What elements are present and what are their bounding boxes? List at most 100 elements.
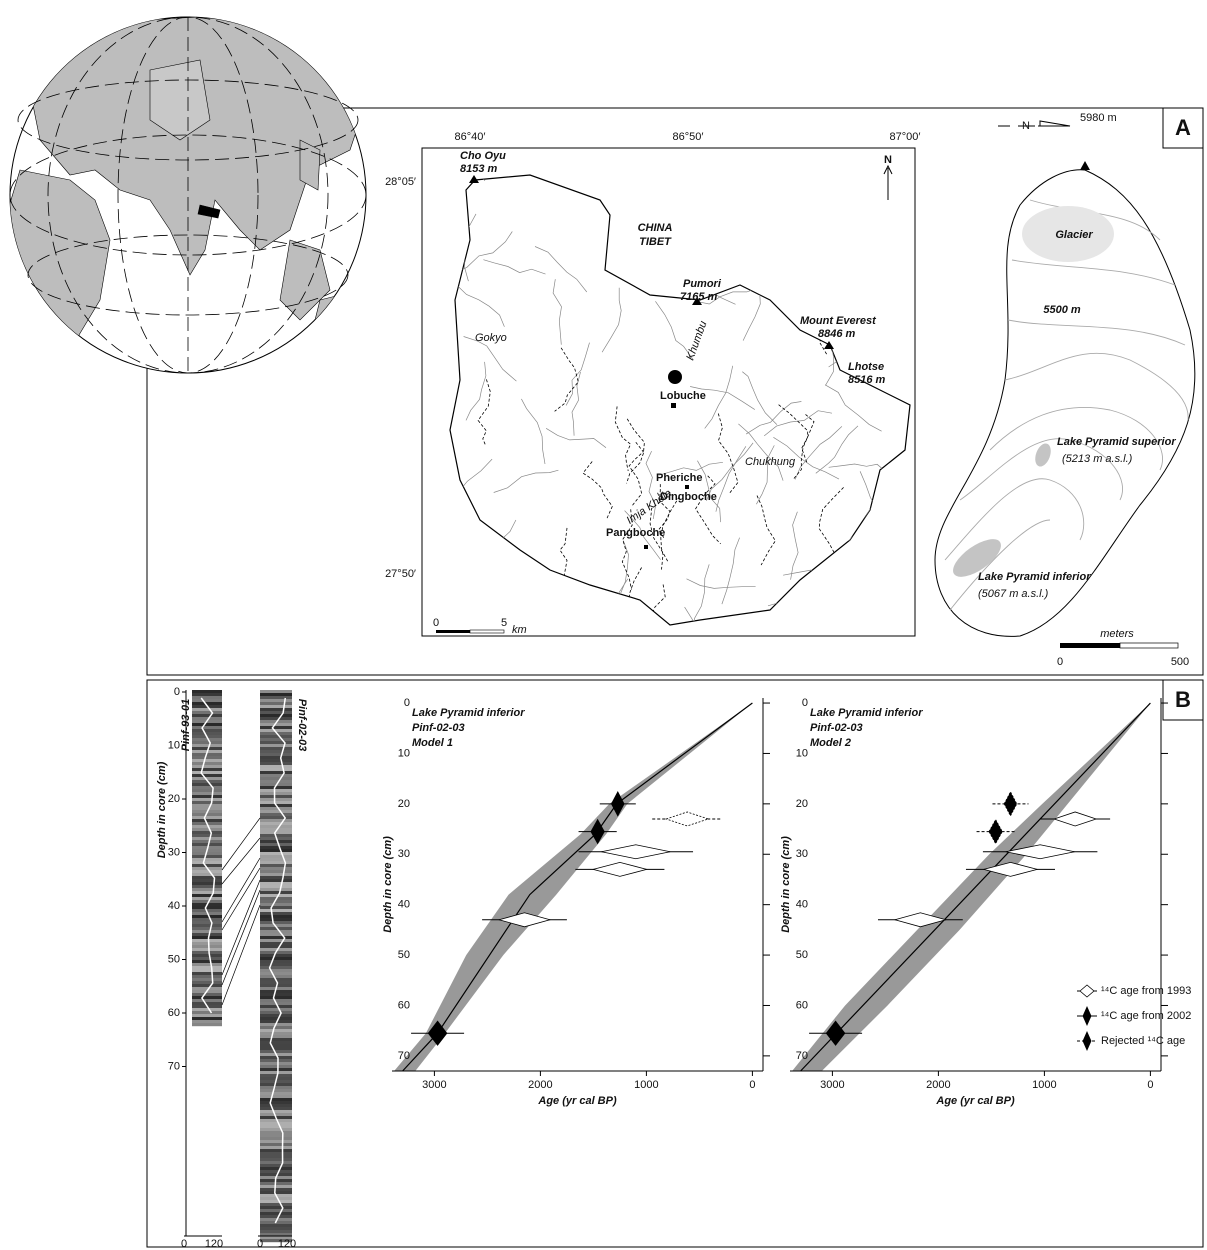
core-band (192, 756, 222, 759)
core-band (260, 1215, 292, 1218)
core-band (260, 702, 292, 705)
core-band (260, 1125, 292, 1128)
core-band (192, 831, 222, 834)
river (772, 257, 813, 297)
core-band (260, 1209, 292, 1212)
village (685, 485, 689, 489)
river (467, 520, 516, 569)
figure: A 86°40′ 86°50′ 87°00′ 28°05′ 27°50′ N (0, 0, 1207, 1250)
core-band (260, 1008, 292, 1011)
core-band (260, 1149, 292, 1152)
lon-label: 87°00′ (890, 131, 921, 143)
legend-symbol (1083, 1007, 1091, 1025)
legend-label: ¹⁴C age from 1993 (1101, 985, 1191, 997)
core-band (192, 936, 222, 939)
chart-title: Model 2 (810, 737, 851, 749)
core-correlation (222, 905, 260, 1005)
core-band (260, 888, 292, 891)
x-axis-title: Age (yr cal BP) (935, 1095, 1015, 1107)
scale-bar (436, 630, 470, 633)
core-band (192, 951, 222, 954)
core-band (192, 861, 222, 864)
core-band (260, 717, 292, 720)
core-band (260, 774, 292, 777)
glacier-outline (779, 405, 808, 463)
core-band (192, 870, 222, 873)
core-band (260, 906, 292, 909)
core-band (260, 705, 292, 708)
river (694, 564, 709, 632)
core-band (192, 963, 222, 966)
core-band (192, 885, 222, 888)
river (535, 247, 587, 293)
core-band (260, 1059, 292, 1062)
core-band (192, 786, 222, 789)
core-band (260, 711, 292, 714)
glacier-outline (560, 528, 571, 598)
contour-label: 5500 m (1043, 304, 1081, 316)
core-band (192, 918, 222, 921)
river (685, 607, 724, 670)
river (791, 512, 799, 580)
river (677, 234, 741, 249)
glacier-outline (583, 462, 612, 519)
core-band (260, 852, 292, 855)
core-band (260, 1089, 292, 1092)
river (466, 362, 486, 421)
minor-place: Chukhung (745, 456, 796, 468)
core-band (260, 912, 292, 915)
north-label: N (1022, 120, 1030, 132)
core-band (260, 1146, 292, 1149)
core-band (260, 1095, 292, 1098)
river (675, 161, 727, 181)
core-band (260, 738, 292, 741)
core-band (192, 966, 222, 969)
peak-height: 8846 m (818, 328, 856, 340)
core-band (192, 765, 222, 768)
x-tick-label: 3000 (422, 1079, 446, 1091)
chart-title: Model 1 (412, 737, 453, 749)
core-band (260, 957, 292, 960)
chart-title: Pinf-02-03 (810, 722, 863, 734)
peak-name: Mount Everest (800, 315, 877, 327)
core-band (192, 1008, 222, 1011)
y-tick-label: 50 (398, 949, 410, 961)
core-band (260, 696, 292, 699)
scale-label: 0 (1057, 656, 1063, 668)
core-band (260, 789, 292, 792)
core-band (260, 744, 292, 747)
core-band (192, 726, 222, 729)
scale-unit: km (512, 624, 527, 636)
core-band (260, 894, 292, 897)
core-band (260, 714, 292, 717)
core-band (260, 972, 292, 975)
core-band (192, 888, 222, 891)
core-band (260, 825, 292, 828)
core-band (260, 1014, 292, 1017)
core-band (192, 957, 222, 960)
core-band (260, 1038, 292, 1041)
core-band (260, 798, 292, 801)
glacier-outline (555, 348, 579, 412)
lake-name: Lake Pyramid inferior (978, 571, 1091, 583)
lake-elevation: (5213 m a.s.l.) (1062, 453, 1133, 465)
core-depth-tick: 20 (168, 793, 180, 805)
core-band (192, 855, 222, 858)
scale-bar (1060, 643, 1120, 648)
y-tick-label: 70 (796, 1050, 808, 1062)
core-band (192, 816, 222, 819)
legend-symbol (1080, 985, 1094, 997)
river (743, 277, 760, 340)
core-band (260, 858, 292, 861)
core-band (260, 1164, 292, 1167)
glacier-outline (478, 379, 490, 445)
core-band (260, 1134, 292, 1137)
place: Pangboche (606, 527, 665, 539)
lat-label: 27°50′ (385, 568, 416, 580)
core-band (192, 789, 222, 792)
core-band (260, 1161, 292, 1164)
core-band (192, 819, 222, 822)
core-correlation (222, 858, 260, 922)
core-band (192, 1023, 222, 1026)
scale-bar (470, 630, 504, 633)
